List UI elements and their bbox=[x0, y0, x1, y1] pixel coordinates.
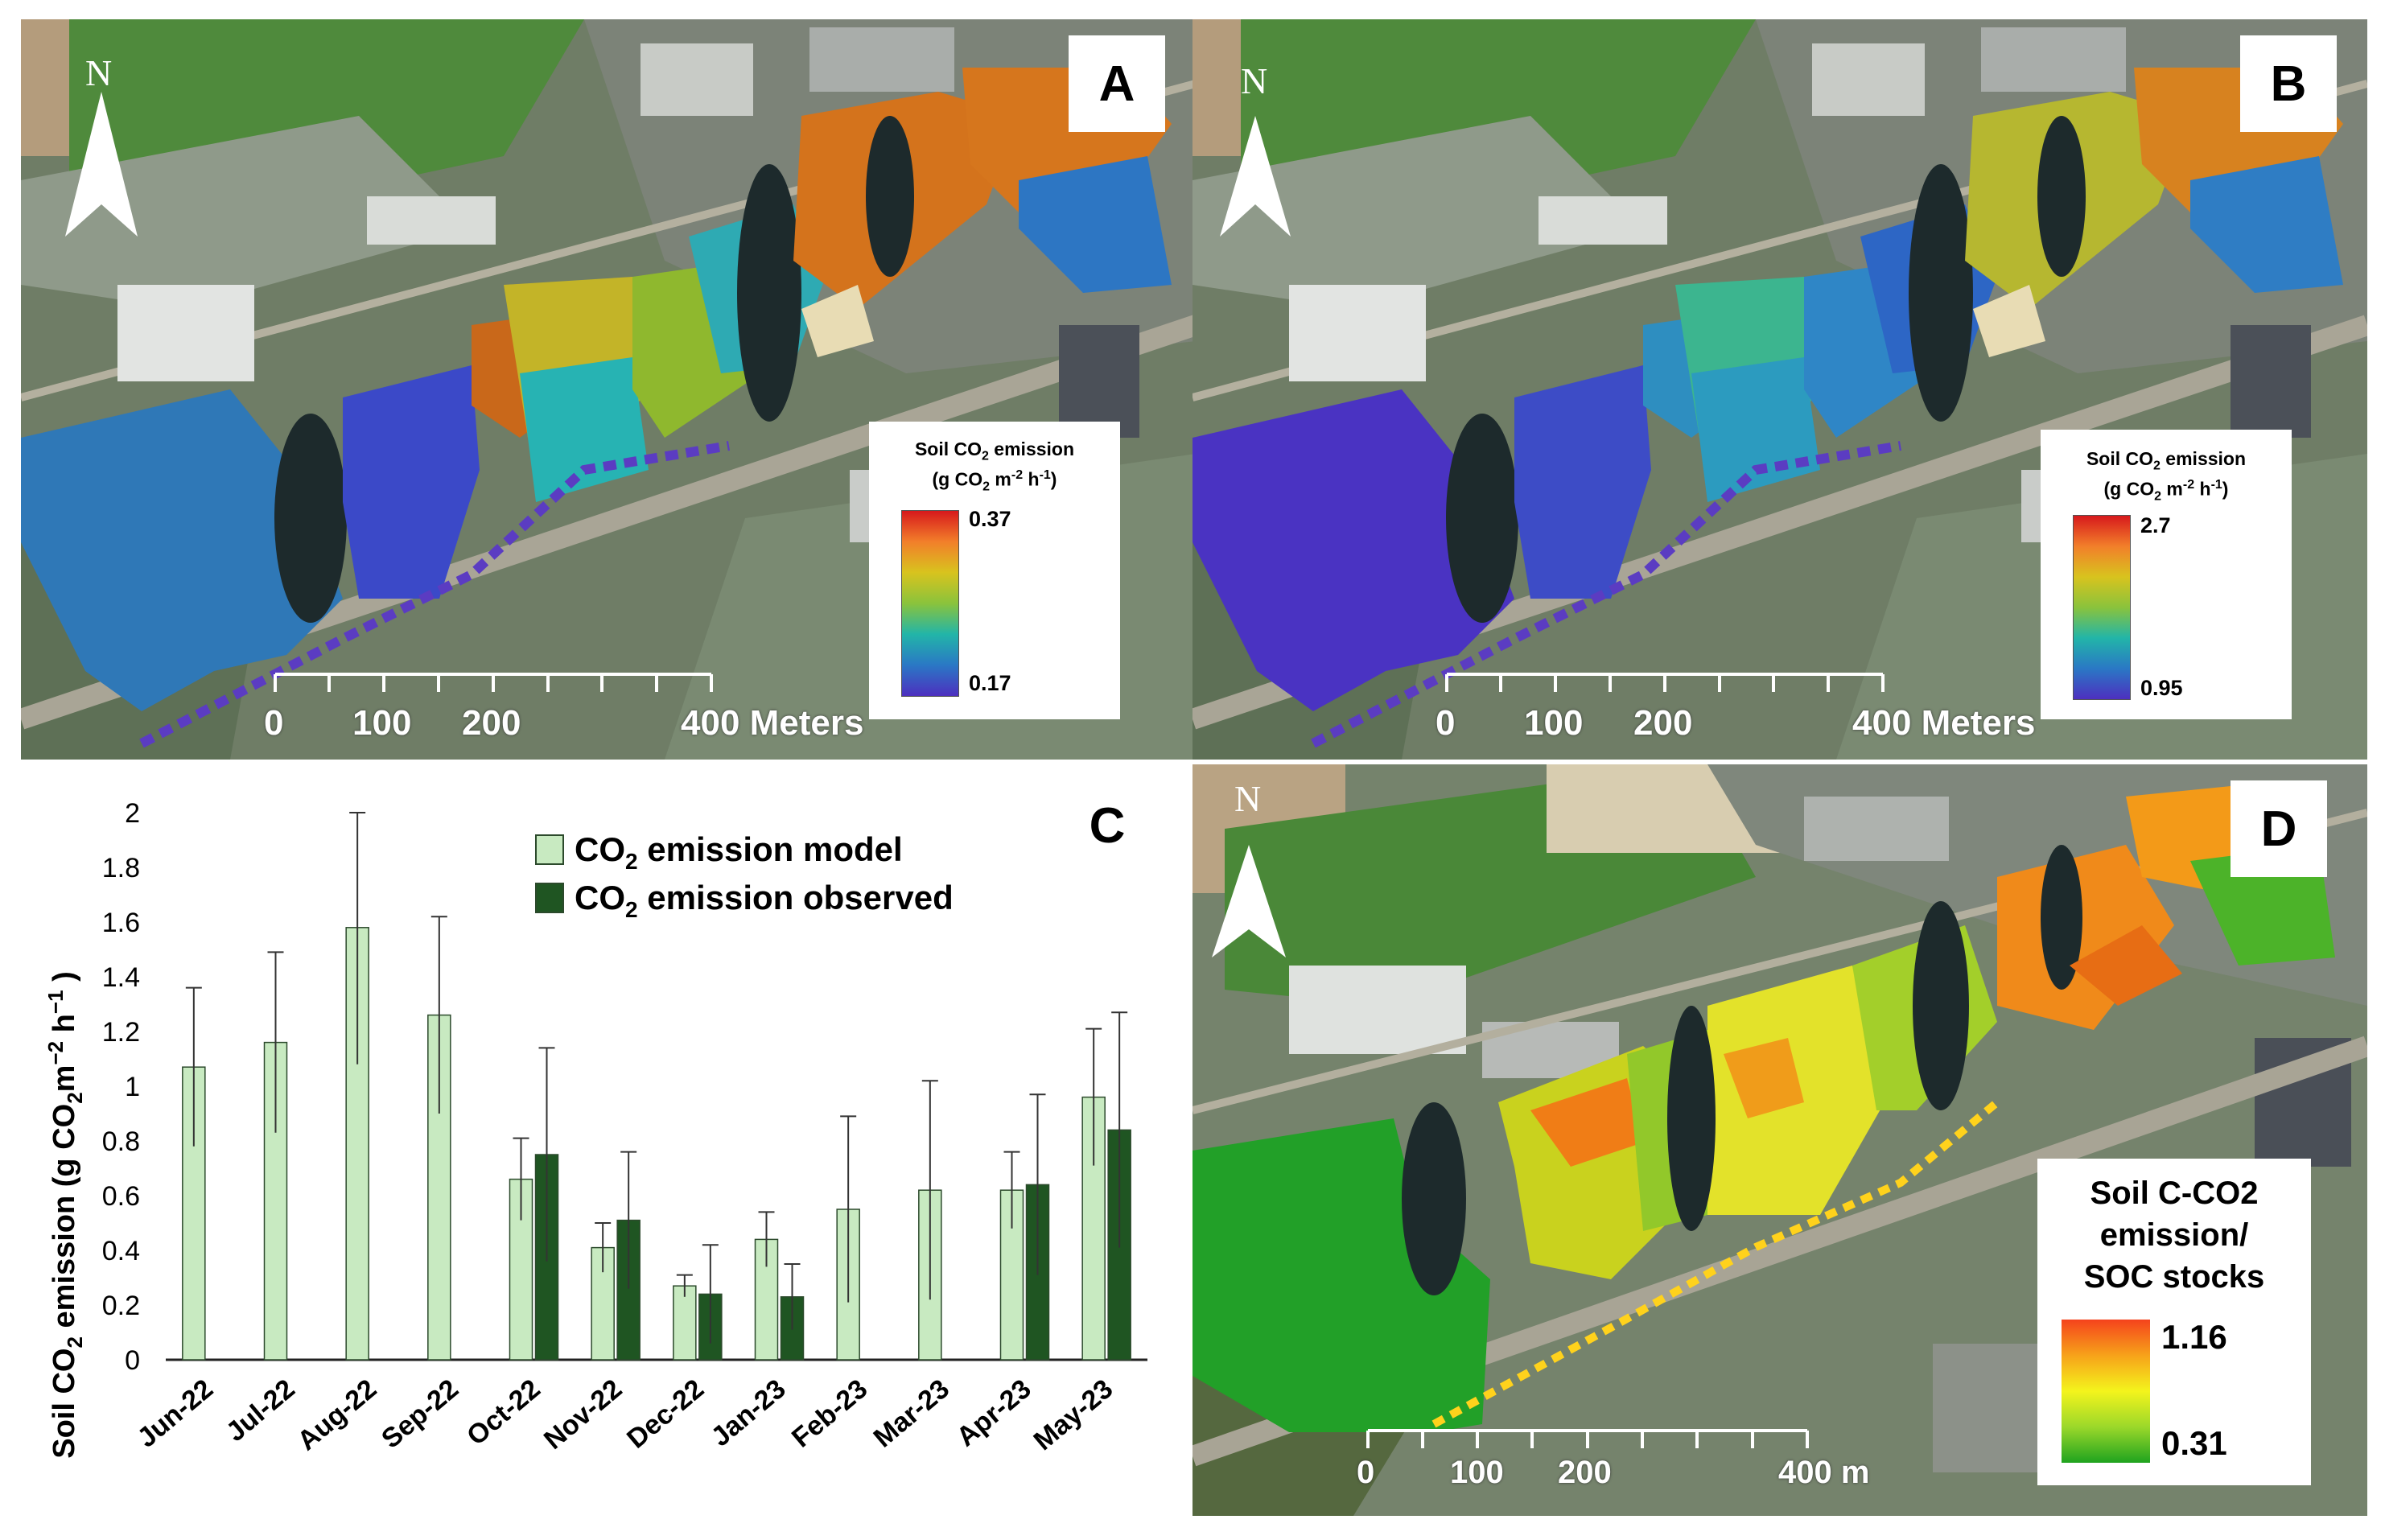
map-panel-d: N D Soil C-CO2 emission/ SOC stocks 1.16… bbox=[1192, 764, 2367, 1516]
panel-label-d: D bbox=[2231, 780, 2327, 877]
x-tick-label: May-23 bbox=[1028, 1373, 1119, 1456]
legend-swatch-observed bbox=[535, 883, 564, 913]
panel-label-c: C bbox=[1089, 797, 1126, 854]
legend-swatch-model bbox=[535, 834, 564, 865]
legend-d-max: 1.16 bbox=[2161, 1318, 2227, 1356]
legend-a: Soil CO2 emission (g CO2 m-2 h-1) 0.37 0… bbox=[869, 422, 1120, 719]
legend-b-min: 0.95 bbox=[2140, 676, 2183, 700]
legend-a-title: Soil CO bbox=[914, 439, 982, 459]
x-tick-label: Jun-22 bbox=[132, 1373, 219, 1454]
x-tick-label: Sep-22 bbox=[376, 1373, 464, 1455]
map-panel-b: N B Soil CO2 emission (g CO2 m-2 h-1) 2.… bbox=[1192, 19, 2367, 760]
legend-label-observed: CO2 emission observed bbox=[575, 879, 954, 922]
x-tick-label: Aug-22 bbox=[292, 1373, 383, 1456]
y-tick-label: 1.4 bbox=[102, 962, 140, 993]
panel-label-a: A bbox=[1069, 35, 1165, 132]
scale-bar-a bbox=[274, 673, 713, 692]
y-tick-label: 2 bbox=[125, 798, 140, 829]
legend-a-colorbar bbox=[901, 510, 959, 697]
y-tick-label: 0.4 bbox=[102, 1236, 140, 1266]
x-tick-label: Mar-23 bbox=[868, 1373, 955, 1454]
north-arrow-icon bbox=[1220, 116, 1291, 237]
map-panel-a: N A Soil CO2 emission (g CO2 m-2 h-1) 0.… bbox=[21, 19, 1196, 760]
y-tick-label: 1.8 bbox=[102, 853, 140, 883]
y-tick-label: 0 bbox=[125, 1345, 140, 1376]
chart-bars bbox=[182, 927, 1131, 1361]
scale-a-100: 100 bbox=[352, 703, 412, 743]
north-label-d: N bbox=[1234, 778, 1262, 819]
scale-d-0: 0 bbox=[1357, 1455, 1375, 1490]
scale-b-200: 200 bbox=[1633, 703, 1693, 743]
x-tick-label: Nov-22 bbox=[538, 1373, 628, 1456]
legend-d-line3: SOC stocks bbox=[2083, 1259, 2265, 1295]
y-tick-label: 1 bbox=[125, 1072, 140, 1102]
chart-panel-c: 0 0.2 0.4 0.6 0.8 1 1.2 1.4 1.6 1.8 2 Jun-22 Jul-22 A… bbox=[21, 764, 1188, 1513]
y-tick-label: 0.6 bbox=[102, 1181, 140, 1212]
x-tick-label: Apr-23 bbox=[951, 1373, 1037, 1452]
y-tick-label: 1.6 bbox=[102, 908, 140, 938]
legend-d-line2: emission/ bbox=[2099, 1217, 2249, 1253]
scale-a-0: 0 bbox=[264, 703, 284, 743]
north-label-a: N bbox=[85, 52, 113, 93]
north-arrow-icon bbox=[65, 92, 138, 237]
bar-model-Dec-22 bbox=[673, 1285, 697, 1361]
legend-label-model: CO2 emission model bbox=[575, 830, 903, 874]
north-arrow-icon bbox=[1212, 845, 1286, 957]
legend-b-max: 2.7 bbox=[2140, 513, 2171, 537]
scale-b-400: 400 Meters bbox=[1852, 703, 2036, 743]
legend-d-line1: Soil C-CO2 bbox=[2090, 1176, 2259, 1211]
scale-a-400: 400 Meters bbox=[681, 703, 864, 743]
satellite-basemap-b bbox=[1192, 19, 2367, 760]
scale-d-400: 400 m bbox=[1778, 1455, 1870, 1490]
legend-b-units: (g CO bbox=[2103, 478, 2155, 500]
scale-bar-b bbox=[1445, 673, 1885, 692]
scale-a-200: 200 bbox=[462, 703, 521, 743]
chart-legend: CO2 emission model CO2 emission observed bbox=[535, 830, 954, 922]
scale-b-0: 0 bbox=[1436, 703, 1456, 743]
north-label-b: N bbox=[1241, 60, 1268, 101]
legend-b-title: Soil CO bbox=[2086, 448, 2154, 469]
legend-a-max: 0.37 bbox=[969, 507, 1011, 531]
legend-b: Soil CO2 emission (g CO2 m-2 h-1) 2.7 0.… bbox=[2041, 430, 2292, 719]
legend-d-colorbar bbox=[2062, 1320, 2150, 1463]
scale-d-100: 100 bbox=[1450, 1455, 1504, 1490]
y-tick-label: 0.8 bbox=[102, 1126, 140, 1157]
y-tick-label: 0.2 bbox=[102, 1291, 140, 1321]
x-tick-label: Jul-22 bbox=[220, 1373, 301, 1447]
legend-a-units: (g CO bbox=[932, 468, 983, 490]
legend-d-min: 0.31 bbox=[2161, 1424, 2227, 1462]
chart-ylabel: Soil CO2 emission (g CO2m−2 h−1 ) bbox=[43, 971, 87, 1459]
scale-b-100: 100 bbox=[1524, 703, 1584, 743]
legend-b-colorbar bbox=[2073, 515, 2131, 700]
legend-d: Soil C-CO2 emission/ SOC stocks 1.16 0.3… bbox=[2037, 1159, 2311, 1485]
legend-a-min: 0.17 bbox=[969, 671, 1011, 695]
x-tick-label: Feb-23 bbox=[786, 1373, 873, 1454]
scale-bar-d bbox=[1366, 1429, 1809, 1448]
y-tick-label: 1.2 bbox=[102, 1017, 140, 1048]
panel-label-b: B bbox=[2240, 35, 2337, 132]
x-tick-label: Jan-23 bbox=[706, 1373, 792, 1452]
scale-d-200: 200 bbox=[1558, 1455, 1612, 1490]
chart-error-bars bbox=[185, 812, 1128, 1344]
x-tick-label: Dec-22 bbox=[621, 1373, 710, 1455]
x-tick-label: Oct-22 bbox=[461, 1373, 546, 1451]
